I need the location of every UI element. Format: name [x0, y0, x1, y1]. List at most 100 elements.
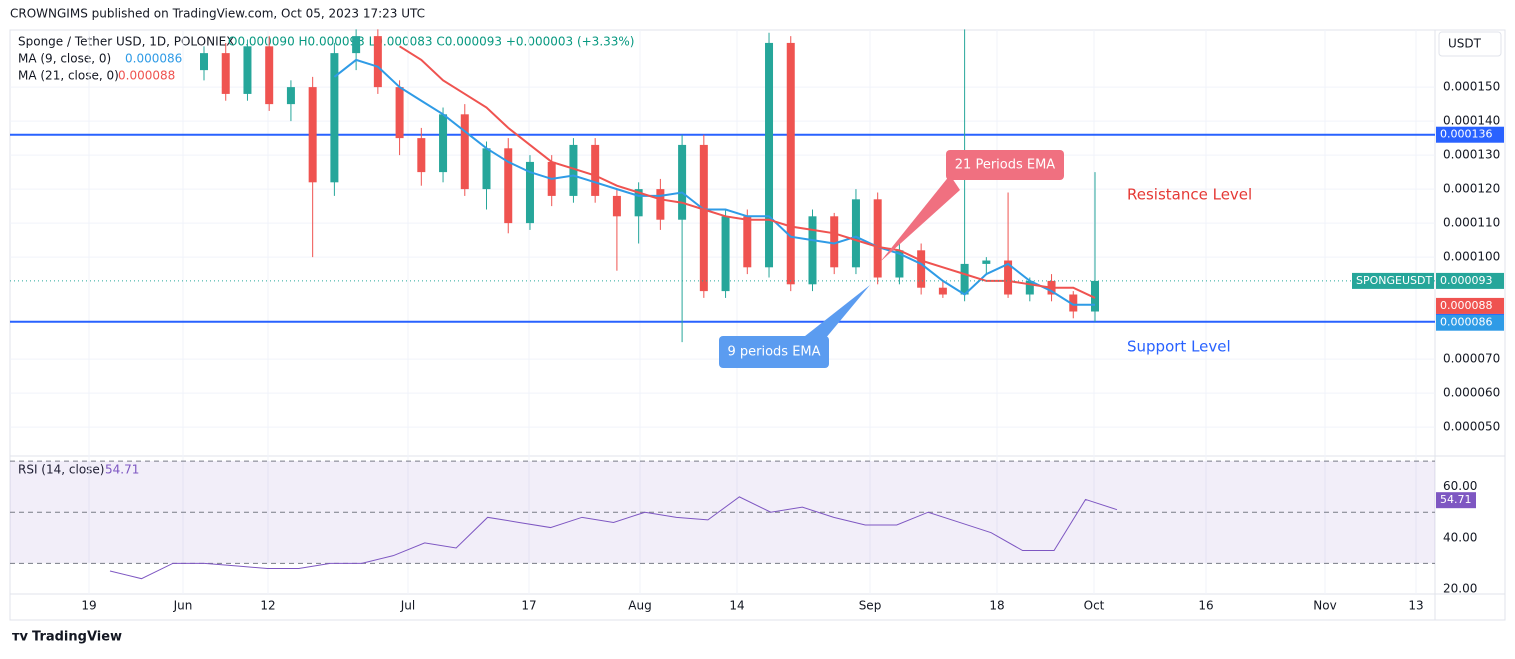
rsi-tick-label: 60.00 [1443, 479, 1477, 493]
x-tick-label: 17 [521, 599, 536, 613]
x-tick-label: 12 [260, 599, 275, 613]
callout-arrow [880, 175, 960, 262]
annotation: Support Level [1127, 338, 1231, 356]
candle-body [308, 87, 317, 183]
price-tag [1436, 272, 1504, 289]
candle-body [851, 199, 860, 268]
candle-body [786, 42, 795, 285]
ohlc: O0.000090 H0.000093 L0.000083 C0.000093 … [228, 35, 635, 49]
y-tick-label: 0.000050 [1443, 420, 1500, 434]
candle-body [439, 114, 448, 173]
candle-body [699, 144, 708, 292]
candle-body [917, 250, 926, 288]
candle-body [873, 199, 882, 278]
annotation: 9 periods EMA [727, 345, 820, 360]
candle-body [460, 114, 469, 190]
candle-body [330, 53, 339, 183]
callout [946, 150, 1064, 180]
currency-button[interactable] [1438, 31, 1502, 57]
candle-body [221, 53, 230, 94]
x-tick-label: Sep [859, 599, 882, 613]
callout [719, 336, 829, 368]
name-tag [1352, 272, 1434, 289]
candle-body [634, 189, 643, 217]
x-tick-label: 13 [1408, 599, 1423, 613]
candle-body [352, 36, 361, 54]
published: CROWNGIMS published on TradingView.com, … [10, 7, 425, 21]
candle-body [721, 216, 730, 292]
x-tick-label: 18 [989, 599, 1004, 613]
candle-body [200, 53, 208, 71]
candle-body [765, 42, 774, 268]
frame [9, 29, 1506, 621]
rsi-tick-label: 40.00 [1443, 530, 1477, 544]
rsi-label: RSI (14, close) [18, 463, 104, 477]
x-tick-label: Nov [1313, 599, 1336, 613]
currency[interactable]: USDT [1448, 37, 1482, 51]
ma9-label: MA (9, close, 0) [18, 52, 111, 66]
y-tick-label: 0.000070 [1443, 352, 1500, 366]
ma-line [399, 45, 1096, 299]
candle-body [743, 216, 752, 268]
x-tick-label: Aug [628, 599, 651, 613]
symbol: Sponge / Tether USD, 1D, POLONIEX [18, 35, 234, 49]
name-tag-label: SPONGEUSDT [1356, 274, 1432, 287]
candle-body [395, 87, 404, 139]
candle-body [504, 148, 513, 224]
x-tick-label: 19 [81, 599, 96, 613]
y-tick-label: 0.000110 [1443, 216, 1500, 230]
price-tag [1436, 314, 1504, 331]
rsi-tag-label: 54.71 [1440, 493, 1472, 506]
candle-body [373, 36, 382, 88]
x-tick-label: Oct [1084, 599, 1105, 613]
ma21-label: MA (21, close, 0) [18, 69, 119, 83]
y-tick-label: 0.000130 [1443, 148, 1500, 162]
x-tick-label: Jun [173, 599, 193, 613]
ma9-value: 0.000086 [125, 52, 182, 66]
candle-body [482, 148, 491, 190]
level-tag [1436, 126, 1504, 143]
price-tag [1436, 297, 1504, 314]
y-tick-label: 0.000150 [1443, 80, 1500, 94]
y-tick-label: 0.000100 [1443, 250, 1500, 264]
candle-body [895, 250, 904, 278]
candle-body [808, 216, 817, 285]
rsi-tick-label: 20.00 [1443, 581, 1477, 595]
price-tag-label: 0.000093 [1440, 274, 1493, 287]
y-tick-label: 0.000060 [1443, 386, 1500, 400]
ma21-value: 0.000088 [118, 69, 175, 83]
candle-body [1025, 280, 1034, 295]
y-tick-label: 0.000120 [1443, 182, 1500, 196]
rsi-line [109, 496, 1118, 580]
price-tag-label: 0.000086 [1440, 316, 1493, 329]
x-tick-label: 16 [1198, 599, 1213, 613]
candle-body [525, 161, 534, 224]
footer: TradingView [32, 630, 122, 645]
price-tag-label: 0.000088 [1440, 299, 1493, 312]
candle-body [243, 46, 252, 94]
ma-line [333, 58, 1095, 306]
annotation: 21 Periods EMA [955, 158, 1056, 173]
candle-body [678, 144, 687, 220]
rsi-tag [1436, 492, 1476, 509]
candle-body [286, 87, 295, 105]
candle-body [591, 144, 600, 196]
candle-body [938, 287, 947, 295]
y-tick-label: 0.000140 [1443, 114, 1500, 128]
level-label: 0.000136 [1440, 128, 1493, 141]
candle-body [1091, 280, 1099, 312]
candle-body [830, 216, 839, 268]
x-tick-label: 14 [729, 599, 744, 613]
candle-body [417, 138, 426, 173]
candle-body [265, 46, 274, 105]
callout-arrow [800, 285, 870, 345]
logo: ᴛᴠ [12, 630, 29, 645]
candle-body [612, 195, 621, 217]
candle-body [960, 263, 969, 295]
candle-body [982, 260, 991, 264]
annotation: Resistance Level [1127, 186, 1252, 204]
candle-body [1004, 260, 1013, 295]
rsi-value: 54.71 [105, 463, 139, 477]
candle-body [1069, 294, 1078, 312]
